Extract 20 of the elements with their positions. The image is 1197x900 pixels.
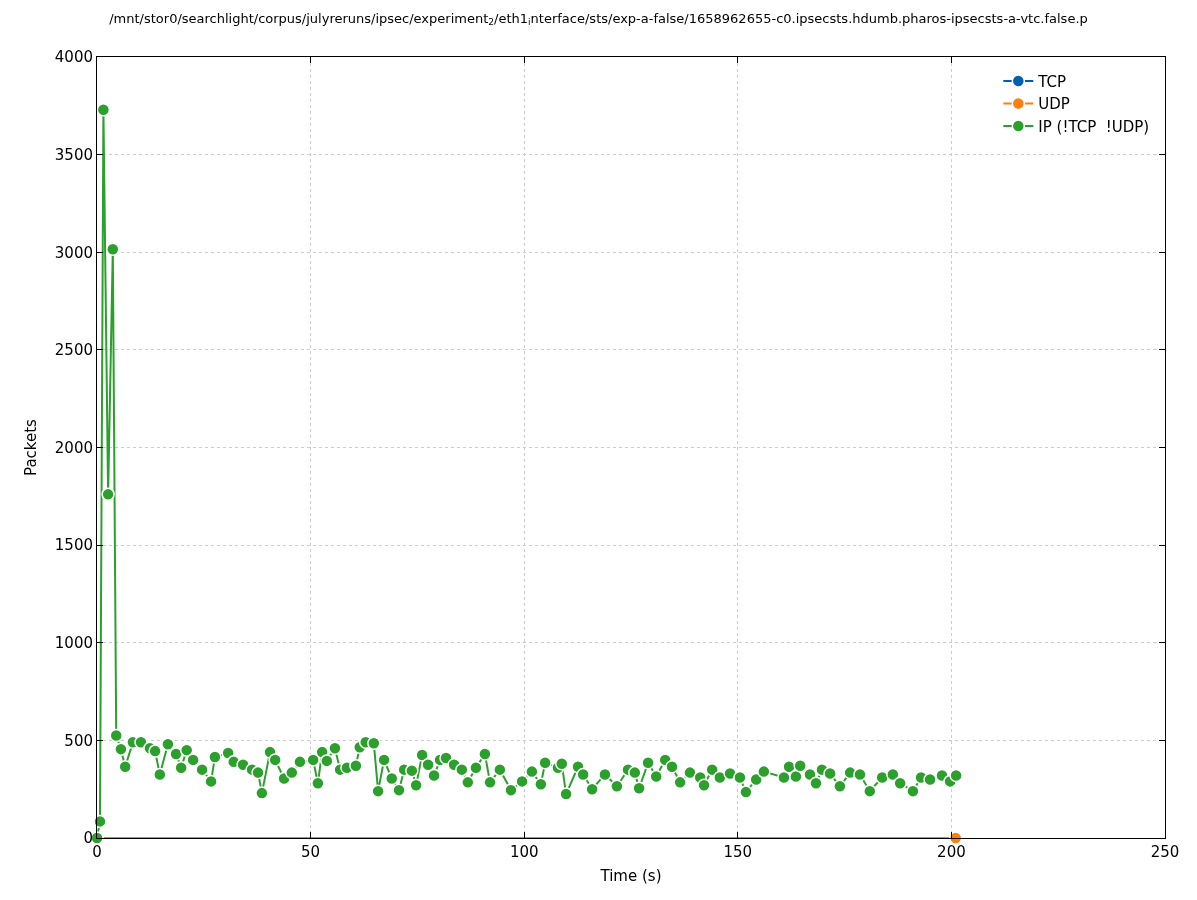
y-tick-label: 1500	[54, 536, 93, 555]
legend-label: TCP	[1037, 72, 1067, 91]
y-tick-label: 4000	[54, 48, 93, 67]
x-tick-label: 100	[509, 843, 539, 861]
x-tick-label: 50	[301, 843, 321, 861]
chart-title: /mnt/stor0/searchlight/corpus/julyreruns/ipsec/experiment$_{2}$/eth1$_{i}$nterface/sts/exp-a-false/1658962655-c0.ipsecsts.hdumb.pharos-ipsecsts-a-vtc.false.p	[109, 10, 1088, 28]
x-tick-label: 250	[1150, 843, 1180, 861]
y-tick-label: 500	[64, 731, 93, 750]
y-axis-title: Packets	[22, 418, 41, 476]
legend-label: UDP	[1038, 95, 1070, 114]
x-tick-label: 200	[937, 843, 966, 861]
y-tick-label: 2000	[54, 438, 93, 457]
y-tick-label: 0	[83, 829, 93, 848]
y-tick-label: 1000	[54, 634, 93, 652]
x-axis-title: Time (s)	[599, 867, 662, 885]
legend-label: IP (!TCP !UDP)	[1038, 117, 1150, 136]
y-tick-label: 3500	[54, 145, 93, 164]
y-tick-label: 3000	[54, 243, 93, 262]
y-tick-label: 2500	[54, 341, 93, 360]
x-tick-label: 150	[723, 843, 753, 861]
